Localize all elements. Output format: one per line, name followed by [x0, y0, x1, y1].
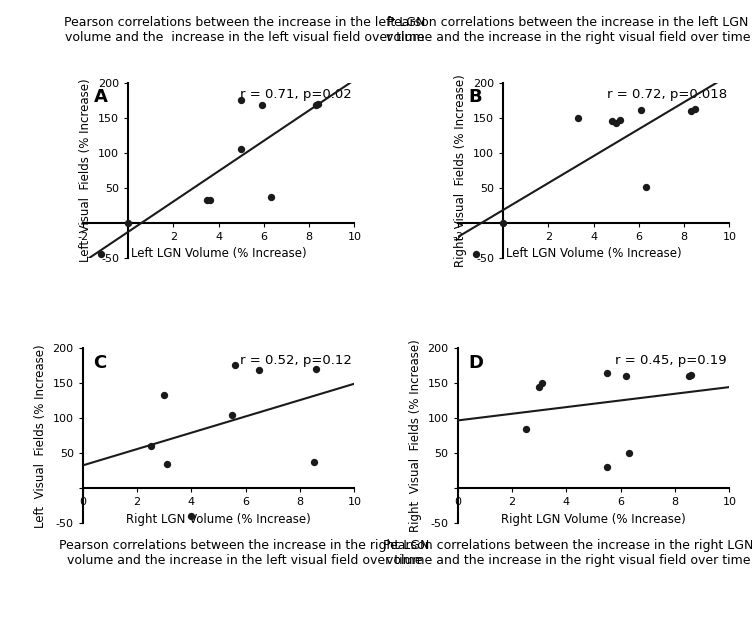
- Point: [683, 371, 695, 382]
- Point: [253, 365, 265, 375]
- Point: [635, 105, 647, 115]
- Text: Pearson correlations between the increase in the left LGN
volume and the  increa: Pearson correlations between the increas…: [64, 16, 425, 44]
- Point: [601, 368, 613, 378]
- Point: [685, 370, 697, 380]
- Text: Pearson correlations between the increase in the right LGN
volume and the increa: Pearson correlations between the increas…: [383, 539, 752, 567]
- X-axis label: Right LGN Volume (% Increase): Right LGN Volume (% Increase): [501, 513, 686, 526]
- Point: [235, 144, 247, 154]
- Point: [497, 218, 509, 228]
- Point: [256, 100, 268, 110]
- Point: [614, 115, 626, 125]
- Point: [144, 440, 156, 450]
- Point: [470, 249, 482, 259]
- Point: [265, 192, 277, 202]
- Point: [572, 113, 584, 123]
- Point: [520, 424, 532, 434]
- Text: r = 0.45, p=0.19: r = 0.45, p=0.19: [615, 353, 726, 367]
- X-axis label: Right LGN Volume (% Increase): Right LGN Volume (% Increase): [126, 513, 311, 526]
- Text: r = 0.71, p=0.02: r = 0.71, p=0.02: [240, 88, 352, 101]
- Point: [640, 182, 652, 192]
- Text: r = 0.52, p=0.12: r = 0.52, p=0.12: [240, 353, 352, 367]
- Point: [601, 462, 613, 472]
- Text: D: D: [468, 353, 484, 372]
- Y-axis label: Right  Visual  Fields (% Increase): Right Visual Fields (% Increase): [454, 74, 467, 267]
- Text: r = 0.72, p=0.018: r = 0.72, p=0.018: [607, 88, 726, 101]
- X-axis label: Left LGN Volume (% Increase): Left LGN Volume (% Increase): [506, 248, 681, 260]
- Y-axis label: Left  Visual  Fields (% Increase): Left Visual Fields (% Increase): [79, 78, 92, 262]
- Point: [235, 95, 247, 105]
- Point: [204, 195, 216, 205]
- Y-axis label: Left  Visual  Fields (% Increase): Left Visual Fields (% Increase): [34, 344, 47, 528]
- Text: C: C: [93, 353, 107, 372]
- Point: [312, 99, 324, 109]
- Point: [536, 378, 548, 389]
- Text: Pearson correlations between the increase in the left LGN
volume and the increas: Pearson correlations between the increas…: [386, 16, 750, 44]
- Y-axis label: Right  Visual  Fields (% Increase): Right Visual Fields (% Increase): [409, 339, 422, 532]
- Point: [186, 511, 198, 521]
- Point: [226, 410, 238, 420]
- X-axis label: Left LGN Volume (% Increase): Left LGN Volume (% Increase): [131, 248, 306, 260]
- Point: [605, 116, 617, 126]
- Point: [311, 364, 323, 375]
- Text: Pearson correlations between the increase in the right LGN
volume and the increa: Pearson correlations between the increas…: [59, 539, 429, 567]
- Point: [202, 195, 214, 205]
- Point: [122, 218, 134, 228]
- Point: [533, 382, 545, 392]
- Point: [308, 457, 320, 467]
- Text: B: B: [468, 88, 482, 106]
- Point: [623, 447, 635, 457]
- Point: [620, 371, 632, 382]
- Point: [610, 117, 622, 128]
- Point: [95, 249, 107, 259]
- Point: [229, 360, 241, 370]
- Point: [158, 390, 170, 401]
- Point: [161, 459, 173, 469]
- Text: A: A: [93, 88, 108, 106]
- Point: [690, 105, 702, 115]
- Point: [310, 100, 322, 110]
- Point: [685, 106, 697, 116]
